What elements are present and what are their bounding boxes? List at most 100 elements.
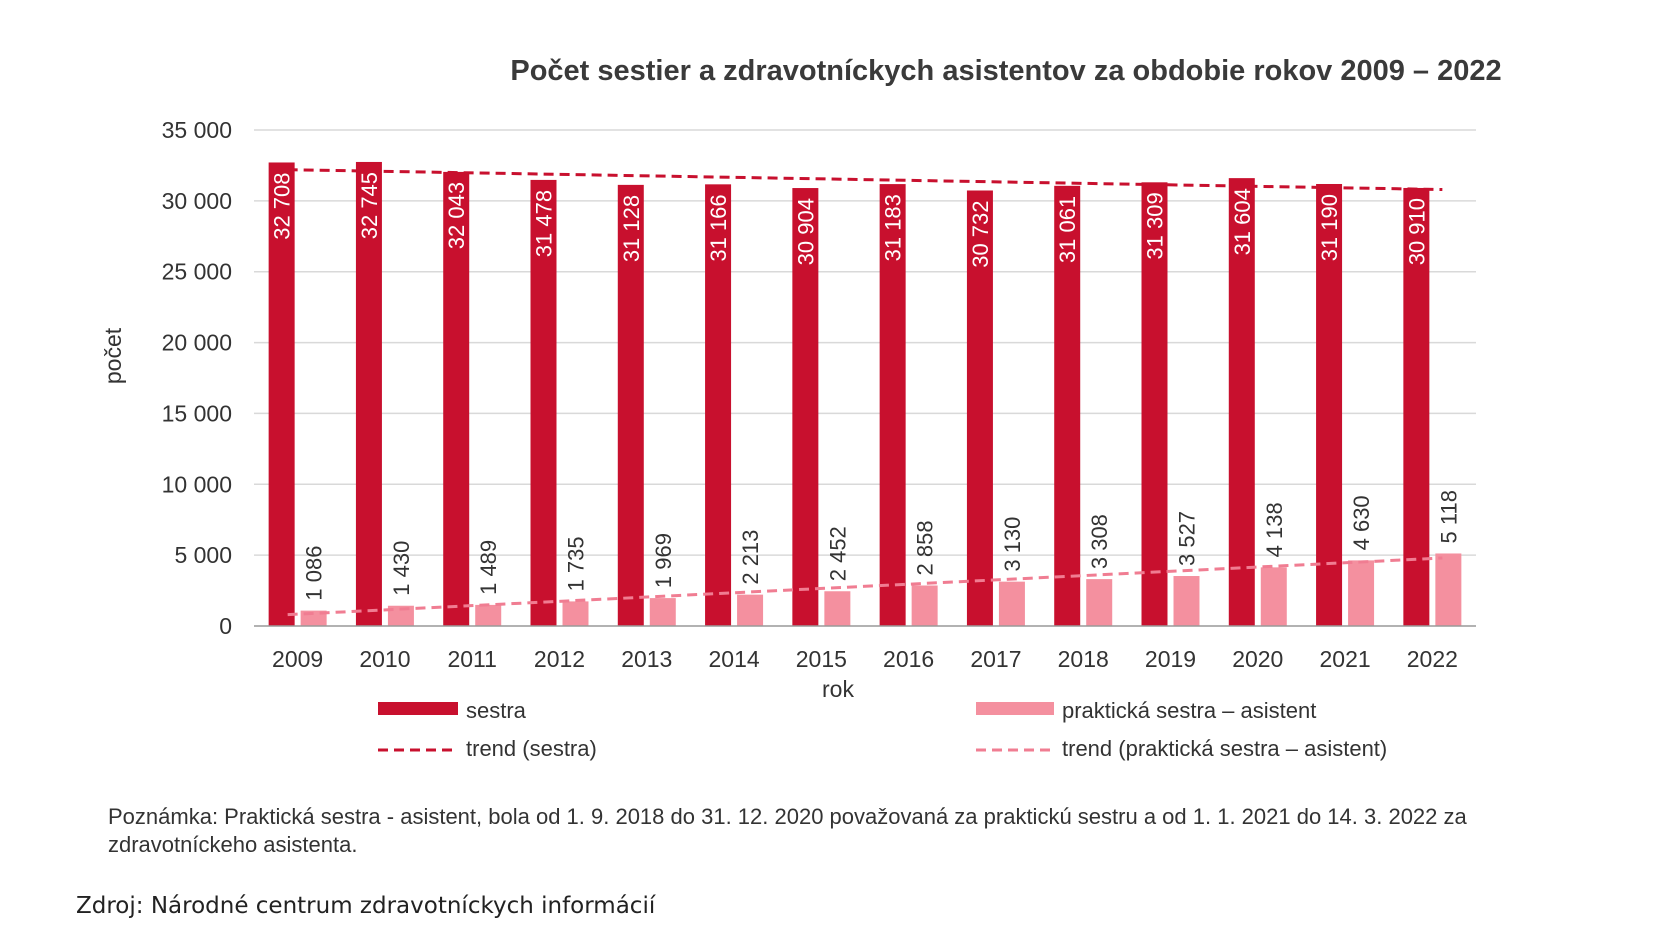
bar-label-sestra: 32 043 <box>444 182 469 249</box>
bar-label-prakticka-sestra: 2 452 <box>825 526 850 581</box>
legend-label-prakticka-sestra: praktická sestra – asistent <box>1062 698 1316 723</box>
x-tick-label: 2010 <box>359 646 410 672</box>
bar-sestra <box>443 171 470 626</box>
bar-sestra <box>530 179 557 626</box>
chart-source: Zdroj: Národné centrum zdravotníckych in… <box>76 893 656 919</box>
bar-prakticka-sestra <box>562 601 589 626</box>
x-tick-label: 2012 <box>534 646 585 672</box>
bar-prakticka-sestra <box>475 604 502 626</box>
bar-label-sestra: 31 190 <box>1317 194 1342 261</box>
bar-prakticka-sestra <box>911 585 938 626</box>
bar-label-sestra: 31 128 <box>619 195 644 262</box>
bar-label-sestra: 31 604 <box>1230 188 1255 255</box>
bar-sestra <box>966 190 993 627</box>
x-tick-label: 2015 <box>796 646 847 672</box>
chart-note: Poznámka: Praktická sestra - asistent, b… <box>108 804 1467 857</box>
trend-line-sestra <box>287 168 1443 192</box>
y-tick-label: 5 000 <box>174 542 232 568</box>
x-tick-label: 2021 <box>1319 646 1370 672</box>
bar-prakticka-sestra <box>1260 567 1287 626</box>
bar-label-prakticka-sestra: 4 138 <box>1262 502 1287 557</box>
trend-line-prakticka-sestra <box>287 556 1443 617</box>
chart-title: Počet sestier a zdravotníckych asistento… <box>510 55 1501 87</box>
x-tick-label: 2016 <box>883 646 934 672</box>
y-tick-label: 25 000 <box>162 259 232 285</box>
bar-label-sestra: 31 061 <box>1055 196 1080 263</box>
bar-sestra <box>705 184 732 626</box>
bar-sestra <box>1054 185 1081 626</box>
y-tick-label: 35 000 <box>162 117 232 143</box>
bar-label-sestra: 30 904 <box>793 198 818 265</box>
bar-prakticka-sestra <box>824 591 851 626</box>
bar-sestra <box>879 184 906 626</box>
bar-label-prakticka-sestra: 1 430 <box>389 541 414 596</box>
y-tick-label: 30 000 <box>162 188 232 214</box>
legend-item-trend-sestra: trend (sestra) <box>378 736 597 761</box>
bar-label-sestra: 32 708 <box>270 172 295 239</box>
bar-sestra <box>268 162 295 627</box>
bar-sestra <box>1403 187 1430 627</box>
legend-label-trend-prakticka-sestra: trend (praktická sestra – asistent) <box>1062 736 1387 761</box>
bar-sestra <box>617 184 644 626</box>
y-tick-label: 20 000 <box>162 330 232 356</box>
bar-sestra <box>792 188 819 626</box>
bar-label-prakticka-sestra: 3 527 <box>1175 511 1200 566</box>
x-tick-label: 2011 <box>447 646 496 672</box>
bars: 32 708 1 086 32 745 1 430 32 043 1 489 31 478 1… <box>268 161 1462 627</box>
bar-label-sestra: 30 732 <box>968 200 993 267</box>
x-axis-label: rok <box>822 676 854 702</box>
bar-label-sestra: 31 183 <box>881 194 906 261</box>
y-tick-label: 10 000 <box>162 471 232 497</box>
legend-label-sestra: sestra <box>466 698 527 723</box>
x-tick-label: 2020 <box>1232 646 1283 672</box>
y-tick-label: 15 000 <box>162 400 232 426</box>
x-tick-label: 2014 <box>708 646 759 672</box>
bar-label-prakticka-sestra: 1 489 <box>476 540 501 595</box>
bar-prakticka-sestra <box>737 594 764 626</box>
bar-label-sestra: 30 910 <box>1404 198 1429 265</box>
bar-label-prakticka-sestra: 1 735 <box>564 536 589 591</box>
y-axis-ticks: 0 5 000 10 000 15 000 20 000 25 000 30 000 35 0… <box>162 117 232 639</box>
x-tick-label: 2019 <box>1145 646 1196 672</box>
bar-label-sestra: 31 309 <box>1143 192 1168 259</box>
legend-swatch-prakticka-sestra <box>976 702 1054 715</box>
bar-prakticka-sestra <box>1086 579 1113 626</box>
bar-label-prakticka-sestra: 4 630 <box>1349 495 1374 550</box>
legend: sestra praktická sestra – asistent trend… <box>378 698 1387 761</box>
x-tick-label: 2022 <box>1407 646 1458 672</box>
x-tick-label: 2017 <box>970 646 1021 672</box>
legend-swatch-sestra <box>378 702 458 715</box>
trend-lines <box>287 168 1443 617</box>
bar-label-prakticka-sestra: 1 086 <box>302 546 327 601</box>
bar-prakticka-sestra <box>1173 576 1200 626</box>
bar-label-prakticka-sestra: 1 969 <box>651 533 676 588</box>
legend-item-trend-prakticka-sestra: trend (praktická sestra – asistent) <box>976 736 1387 761</box>
bar-label-prakticka-sestra: 3 130 <box>1000 517 1025 572</box>
bar-sestra <box>1228 178 1255 627</box>
x-tick-label: 2013 <box>621 646 672 672</box>
bar-prakticka-sestra <box>649 598 676 626</box>
bar-prakticka-sestra <box>998 581 1025 626</box>
bar-label-prakticka-sestra: 5 118 <box>1436 490 1461 543</box>
bar-sestra <box>1316 183 1343 626</box>
y-tick-label: 0 <box>219 613 232 639</box>
bar-sestra <box>1141 182 1168 626</box>
legend-item-sestra: sestra <box>378 698 527 723</box>
bar-label-sestra: 31 166 <box>706 194 731 261</box>
bar-label-prakticka-sestra: 2 858 <box>913 520 938 575</box>
x-axis-ticks: 2009 2010 2011 2012 2013 2014 2015 2016 2017 2018… <box>272 646 1458 672</box>
bar-prakticka-sestra <box>1348 560 1375 626</box>
x-tick-label: 2018 <box>1058 646 1109 672</box>
bar-label-prakticka-sestra: 3 308 <box>1087 514 1112 569</box>
bar-prakticka-sestra <box>387 605 414 626</box>
x-tick-label: 2009 <box>272 646 323 672</box>
legend-label-trend-sestra: trend (sestra) <box>466 736 597 761</box>
y-axis-label: počet <box>100 327 126 384</box>
gridlines <box>254 129 1476 556</box>
bar-label-sestra: 31 478 <box>532 190 557 257</box>
bar-prakticka-sestra <box>1435 553 1462 626</box>
bar-label-sestra: 32 745 <box>357 172 382 239</box>
bar-label-prakticka-sestra: 2 213 <box>738 530 763 585</box>
bar-sestra <box>355 161 382 626</box>
legend-item-prakticka-sestra: praktická sestra – asistent <box>976 698 1316 723</box>
